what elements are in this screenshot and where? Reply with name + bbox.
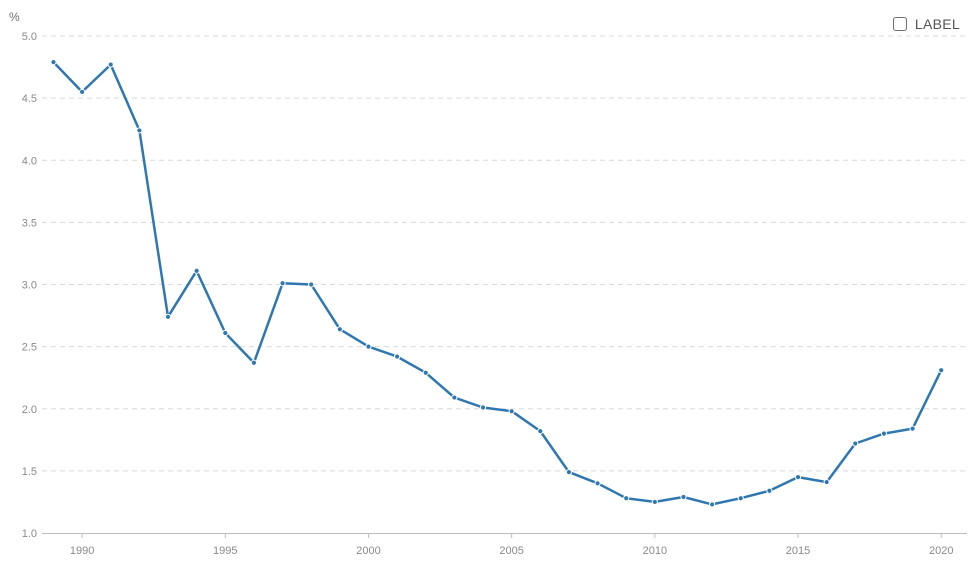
data-point[interactable] [451,394,458,401]
data-point[interactable] [909,425,916,432]
y-tick-label: 1.0 [22,528,37,540]
legend-label: LABEL [914,16,960,32]
y-tick-label: 4.0 [22,155,37,167]
data-point[interactable] [880,430,888,437]
data-point[interactable] [222,329,229,337]
data-point[interactable] [479,404,487,411]
series-layer [50,58,945,508]
checkbox-icon[interactable] [892,17,907,31]
data-point[interactable] [394,353,401,360]
y-tick-label: 2.5 [22,342,37,354]
data-point[interactable] [422,369,429,376]
data-point[interactable] [623,495,630,502]
data-point[interactable] [78,88,86,96]
y-tick-label: 3.5 [22,217,37,229]
data-point[interactable] [737,495,744,502]
data-point[interactable] [938,367,945,374]
y-tick-label: 1.5 [22,466,37,478]
legend-toggle[interactable]: LABEL [892,16,960,32]
data-point[interactable] [508,408,515,415]
x-tick-label: 1995 [213,545,237,557]
data-point[interactable] [336,326,343,333]
x-tick-label: 2005 [499,545,523,557]
data-point[interactable] [365,343,372,350]
x-tick-label: 2015 [786,545,810,557]
data-point[interactable] [709,501,716,508]
x-tick-label: 2000 [356,545,380,557]
y-tick-label: 3.0 [22,280,37,292]
data-point[interactable] [766,487,773,494]
y-axis-ticks: 1.0 1.5 2.0 2.5 3.0 3.5 4.0 4.5 5.0 [22,31,37,540]
data-point[interactable] [565,469,573,476]
y-tick-label: 5.0 [22,31,37,43]
data-point[interactable] [852,440,859,447]
y-axis-unit-label: % [9,10,20,24]
x-axis: 1990 1995 2000 2005 2010 2015 2020 [42,533,967,557]
series-line [52,60,943,506]
data-point[interactable] [651,498,658,506]
data-point[interactable] [594,480,601,487]
data-point[interactable] [193,267,200,274]
x-tick-label: 1990 [70,545,94,557]
data-point[interactable] [537,428,544,435]
gridlines [42,35,967,472]
data-point[interactable] [823,478,830,486]
x-tick-label: 2020 [929,545,953,557]
data-point[interactable] [794,473,802,481]
x-tick-label: 2010 [643,545,667,557]
data-point[interactable] [680,493,687,501]
data-point[interactable] [136,127,143,134]
data-point[interactable] [107,61,114,68]
data-point[interactable] [50,58,57,66]
data-point[interactable] [308,281,315,288]
data-point[interactable] [279,280,286,287]
data-point[interactable] [164,313,172,320]
data-point[interactable] [250,359,258,366]
y-tick-label: 2.0 [22,404,37,416]
y-tick-label: 4.5 [22,93,37,105]
